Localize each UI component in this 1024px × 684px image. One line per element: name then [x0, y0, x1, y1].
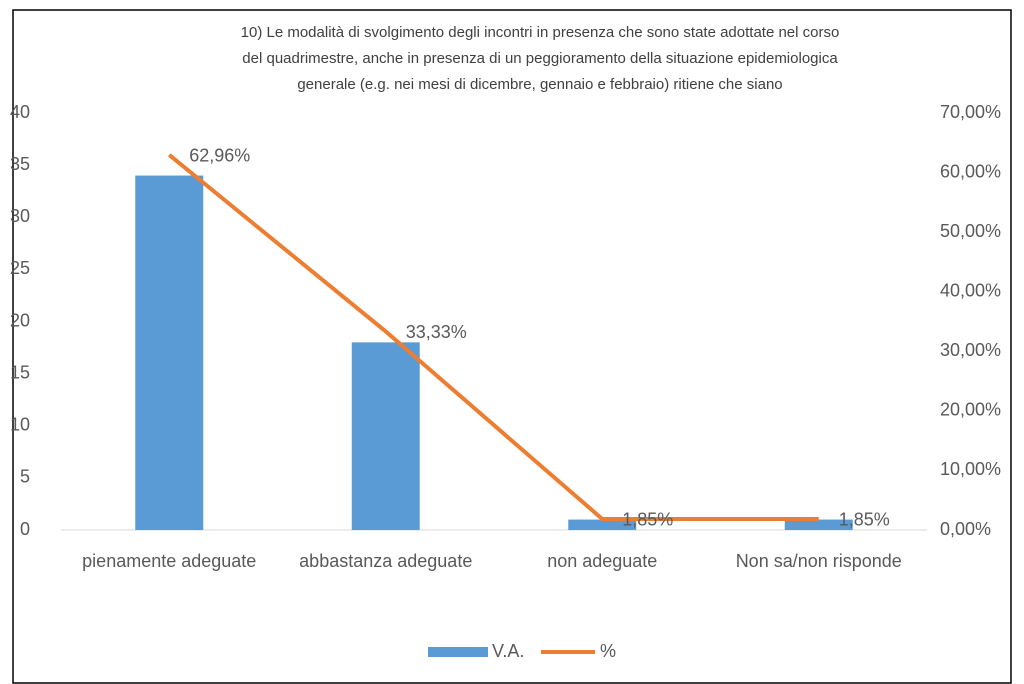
y2-tick-label: 40,00% — [940, 280, 1001, 300]
chart-title: 10) Le modalità di svolgimento degli inc… — [241, 24, 840, 41]
y2-tick-label: 20,00% — [940, 400, 1001, 420]
y-tick-label: 30 — [10, 206, 30, 226]
line — [167, 153, 819, 521]
y2-tick-label: 10,00% — [940, 459, 1001, 479]
y-tick-label: 25 — [10, 258, 30, 278]
bar — [351, 342, 420, 530]
y-tick-label: 0 — [20, 519, 30, 539]
y-tick-label: 15 — [10, 362, 30, 382]
y2-tick-label: 70,00% — [940, 102, 1001, 122]
y2-tick-label: 50,00% — [940, 221, 1001, 241]
y-tick-label: 35 — [10, 154, 30, 174]
y-tick-label: 20 — [10, 310, 30, 330]
y2-tick-label: 60,00% — [940, 161, 1001, 181]
legend-swatch — [428, 647, 488, 657]
legend-label: % — [600, 641, 616, 661]
legend-label: V.A. — [492, 641, 524, 661]
y-tick-label: 10 — [10, 415, 30, 435]
data-label: 1,85% — [622, 510, 673, 530]
x-tick-label: non adeguate — [547, 551, 657, 571]
x-tick-label: abbastanza adeguate — [299, 551, 472, 571]
data-label: 62,96% — [189, 146, 250, 166]
data-label: 1,85% — [839, 510, 890, 530]
chart-title: generale (e.g. nei mesi di dicembre, gen… — [297, 76, 782, 93]
x-tick-label: Non sa/non risponde — [736, 551, 902, 571]
y-tick-label: 40 — [10, 102, 30, 122]
data-label: 33,33% — [406, 322, 467, 342]
x-tick-label: pienamente adeguate — [82, 551, 256, 571]
y-tick-label: 5 — [20, 467, 30, 487]
bar — [568, 519, 637, 530]
y2-tick-label: 30,00% — [940, 340, 1001, 360]
bar — [135, 175, 204, 531]
y2-tick-label: 0,00% — [940, 519, 991, 539]
chart-title: del quadrimestre, anche in presenza di u… — [242, 50, 838, 67]
bar — [784, 519, 853, 530]
